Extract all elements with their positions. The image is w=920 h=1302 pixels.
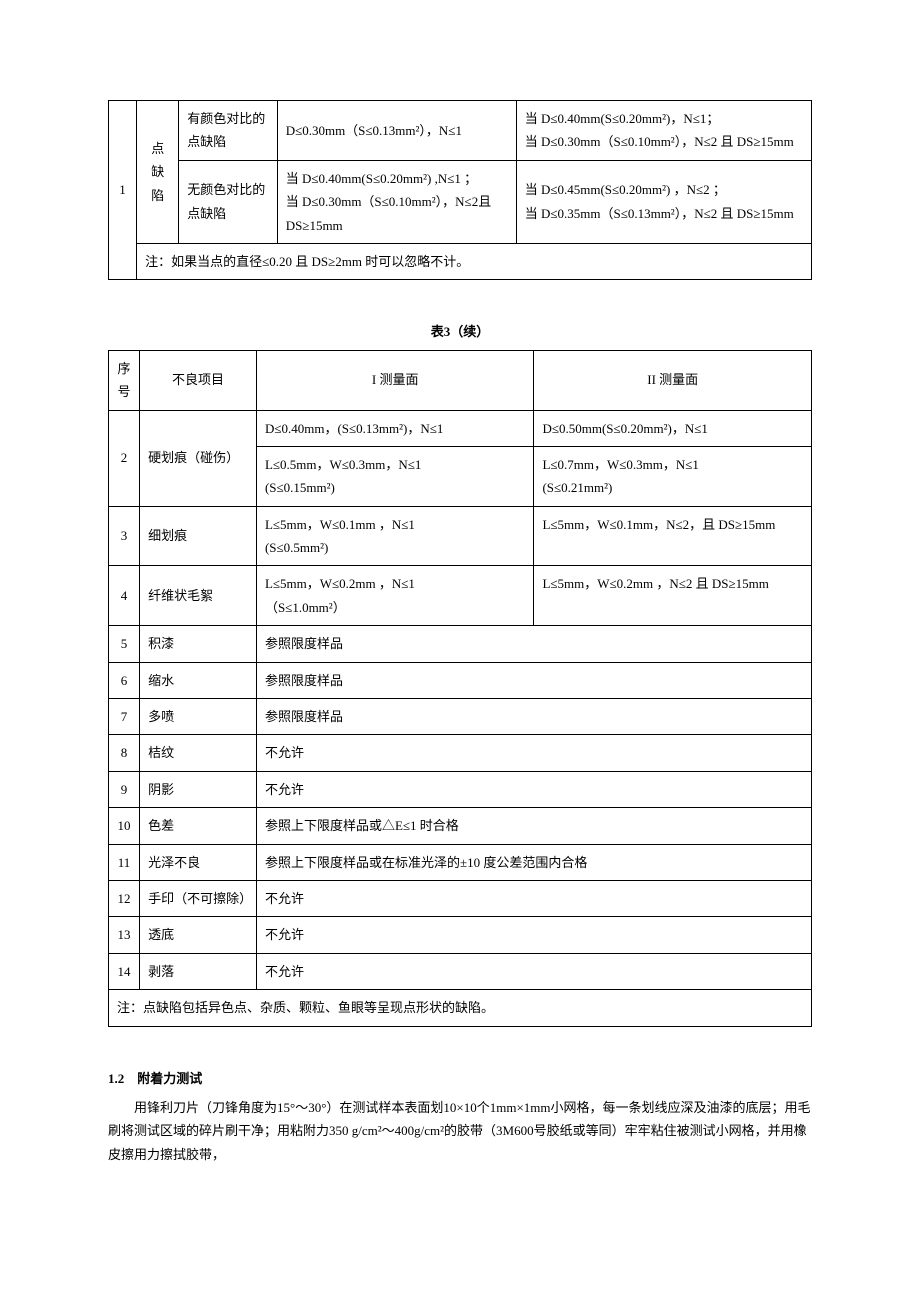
t2-r6-item: 缩水 [140, 662, 257, 698]
t2-r4-item: 纤维状毛絮 [140, 566, 257, 626]
t2-h-seq: 序号 [109, 350, 140, 410]
t2-r6-seq: 6 [109, 662, 140, 698]
t2-r14-item: 剥落 [140, 953, 257, 989]
table-defect-1: 1 点缺陷 有颜色对比的点缺陷 D≤0.30mm（S≤0.13mm²），N≤1 … [108, 100, 812, 280]
t2-r5-seq: 5 [109, 626, 140, 662]
t2-r2a-ii: D≤0.50mm(S≤0.20mm²)，N≤1 [534, 410, 812, 446]
t2-r4-seq: 4 [109, 566, 140, 626]
t2-r14-seq: 14 [109, 953, 140, 989]
t2-r11-m: 参照上下限度样品或在标准光泽的±10 度公差范围内合格 [256, 844, 811, 880]
t2-h-item: 不良项目 [140, 350, 257, 410]
t2-r13-item: 透底 [140, 917, 257, 953]
t2-r8-seq: 8 [109, 735, 140, 771]
t2-r13-seq: 13 [109, 917, 140, 953]
t1-r1-i: D≤0.30mm（S≤0.13mm²），N≤1 [277, 101, 516, 161]
t2-r5-item: 积漆 [140, 626, 257, 662]
t2-r9-seq: 9 [109, 771, 140, 807]
t1-seq: 1 [109, 101, 137, 280]
t2-r13-m: 不允许 [256, 917, 811, 953]
t2-note: 注：点缺陷包括异色点、杂质、颗粒、鱼眼等呈现点形状的缺陷。 [109, 990, 812, 1026]
t2-r3-seq: 3 [109, 506, 140, 566]
table-defect-2: 序号 不良项目 I 测量面 II 测量面 2 硬划痕（碰伤） D≤0.40mm，… [108, 350, 812, 1027]
t2-r6-m: 参照限度样品 [256, 662, 811, 698]
t2-r10-item: 色差 [140, 808, 257, 844]
t1-r2-i: 当 D≤0.40mm(S≤0.20mm²) ,N≤1 ； 当 D≤0.30mm（… [277, 160, 516, 243]
t2-h-i: I 测量面 [256, 350, 534, 410]
table2-title: 表3（续） [108, 320, 812, 343]
t1-note: 注：如果当点的直径≤0.20 且 DS≥2mm 时可以忽略不计。 [137, 243, 812, 279]
t2-r11-item: 光泽不良 [140, 844, 257, 880]
t2-r10-seq: 10 [109, 808, 140, 844]
t2-r4-ii: L≤5mm，W≤0.2mm ，N≤2 且 DS≥15mm [534, 566, 812, 626]
section-1-2-heading: 1.2 附着力测试 [108, 1067, 812, 1090]
t2-r2b-ii: L≤0.7mm，W≤0.3mm，N≤1 (S≤0.21mm²) [534, 446, 812, 506]
t2-r2a-i: D≤0.40mm，(S≤0.13mm²)，N≤1 [256, 410, 534, 446]
t2-r12-seq: 12 [109, 880, 140, 916]
t2-r5-m: 参照限度样品 [256, 626, 811, 662]
t1-r1-sub: 有颜色对比的点缺陷 [179, 101, 277, 161]
t2-r3-item: 细划痕 [140, 506, 257, 566]
t2-r2-item: 硬划痕（碰伤） [140, 410, 257, 506]
t2-r9-m: 不允许 [256, 771, 811, 807]
t2-r11-seq: 11 [109, 844, 140, 880]
t2-r12-item: 手印（不可擦除） [140, 880, 257, 916]
t2-r14-m: 不允许 [256, 953, 811, 989]
t1-category: 点缺陷 [137, 101, 179, 244]
t1-r1-ii: 当 D≤0.40mm(S≤0.20mm²)，N≤1； 当 D≤0.30mm（S≤… [516, 101, 811, 161]
t2-r7-item: 多喷 [140, 699, 257, 735]
t2-r12-m: 不允许 [256, 880, 811, 916]
t2-r7-seq: 7 [109, 699, 140, 735]
t2-r3-ii: L≤5mm，W≤0.1mm，N≤2，且 DS≥15mm [534, 506, 812, 566]
t2-r2-seq: 2 [109, 410, 140, 506]
t1-r2-sub: 无颜色对比的点缺陷 [179, 160, 277, 243]
t2-r4-i: L≤5mm，W≤0.2mm ，N≤1 （S≤1.0mm²） [256, 566, 534, 626]
t2-r8-m: 不允许 [256, 735, 811, 771]
t2-r2b-i: L≤0.5mm，W≤0.3mm，N≤1 (S≤0.15mm²) [256, 446, 534, 506]
t2-h-ii: II 测量面 [534, 350, 812, 410]
t2-r3-i: L≤5mm，W≤0.1mm ，N≤1 (S≤0.5mm²) [256, 506, 534, 566]
section-1-2-body: 用锋利刀片（刀锋角度为15°～30°）在测试样本表面划10×10个1mm×1mm… [108, 1096, 812, 1166]
t2-r10-m: 参照上下限度样品或△E≤1 时合格 [256, 808, 811, 844]
t2-r9-item: 阴影 [140, 771, 257, 807]
t2-r7-m: 参照限度样品 [256, 699, 811, 735]
t1-r2-ii: 当 D≤0.45mm(S≤0.20mm²) ，N≤2 ； 当 D≤0.35mm（… [516, 160, 811, 243]
t2-r8-item: 桔纹 [140, 735, 257, 771]
